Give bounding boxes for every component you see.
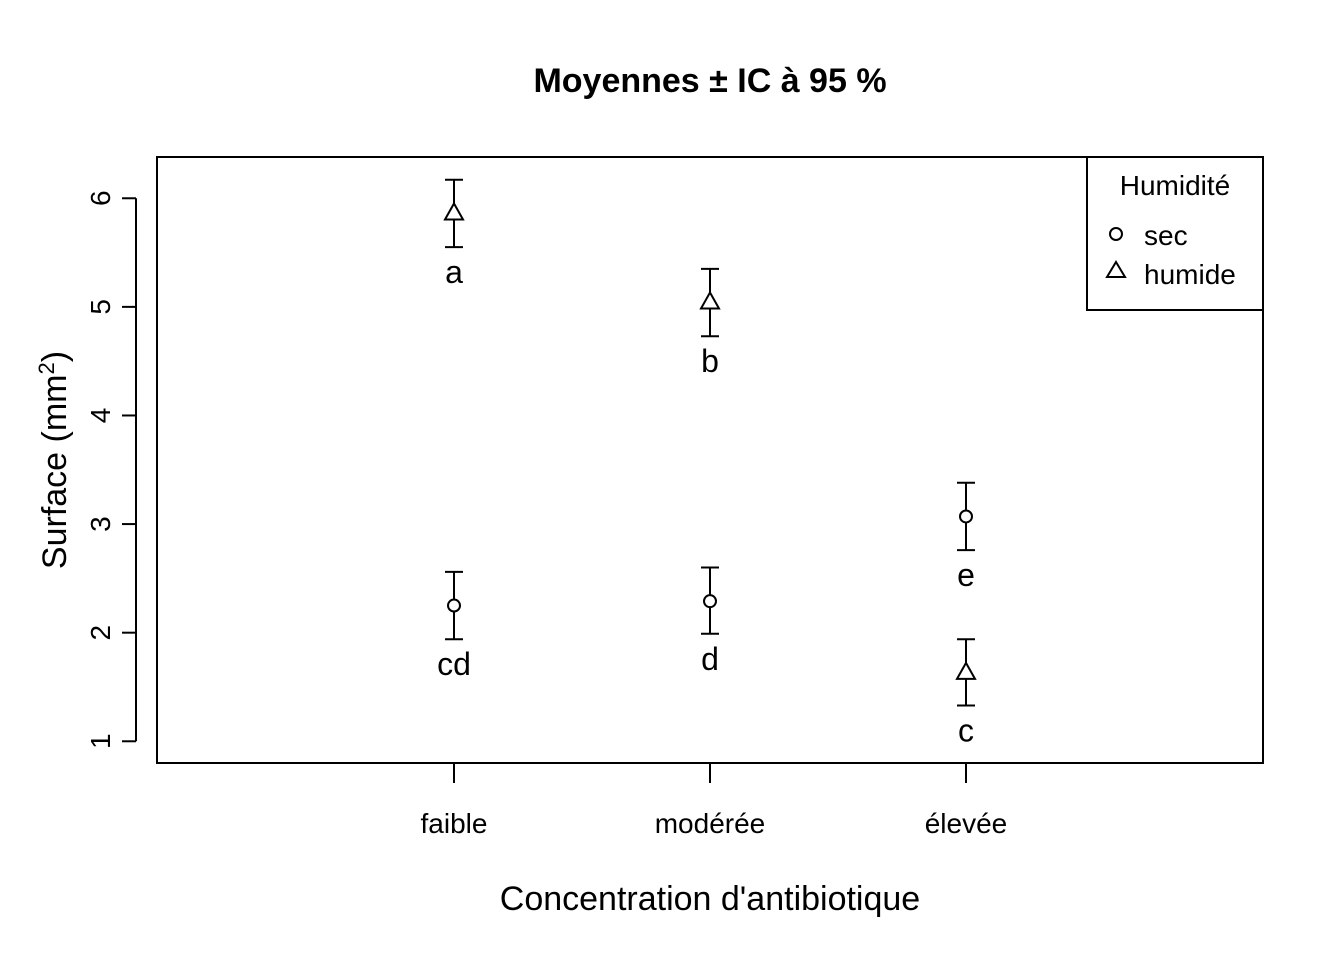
significance-letter: d: [701, 641, 719, 677]
y-tick-label: 4: [85, 408, 116, 424]
legend-entry-sec: sec: [1144, 220, 1188, 251]
data-point-humide: [955, 660, 977, 680]
x-tick-label: modérée: [655, 808, 766, 839]
x-tick-label: faible: [421, 808, 488, 839]
significance-letter: c: [958, 712, 974, 748]
y-axis-label-main: Surface (mm: [36, 374, 74, 569]
data-point-humide: [443, 201, 465, 221]
x-tick-label: élevée: [925, 808, 1008, 839]
legend-circle-icon: [1109, 227, 1123, 241]
legend-entry-humide: humide: [1144, 259, 1236, 290]
y-axis-label-superscript: 2: [34, 362, 59, 374]
significance-letter: e: [957, 557, 975, 593]
data-marks: cd d e a b c: [437, 178, 977, 748]
x-axis-label: Concentration d'antibiotique: [500, 880, 920, 918]
y-tick-label: 5: [85, 299, 116, 315]
x-axis: faible modérée élevée: [421, 763, 1008, 839]
significance-letter: cd: [437, 646, 471, 682]
legend-box: [1086, 156, 1264, 311]
legend-triangle-icon: [1105, 260, 1127, 278]
y-tick-label: 3: [85, 516, 116, 532]
data-point-humide: [699, 290, 721, 310]
data-point-sec: [959, 509, 973, 524]
data-point-sec: [703, 594, 717, 609]
y-axis-label-suffix: ): [36, 351, 74, 362]
data-point-sec: [447, 598, 461, 613]
y-tick-label: 1: [85, 733, 116, 749]
y-axis-label: Surface (mm2): [34, 351, 75, 569]
legend: Humidité sec humide: [1086, 156, 1264, 311]
y-tick-label: 2: [85, 625, 116, 641]
legend-title: Humidité: [1120, 170, 1230, 201]
y-axis: 1 2 3 4 5 6: [85, 190, 137, 749]
chart-title: Moyennes ± IC à 95 %: [533, 62, 886, 100]
significance-letter: a: [445, 254, 463, 290]
y-tick-label: 6: [85, 190, 116, 206]
significance-letter: b: [701, 343, 719, 379]
